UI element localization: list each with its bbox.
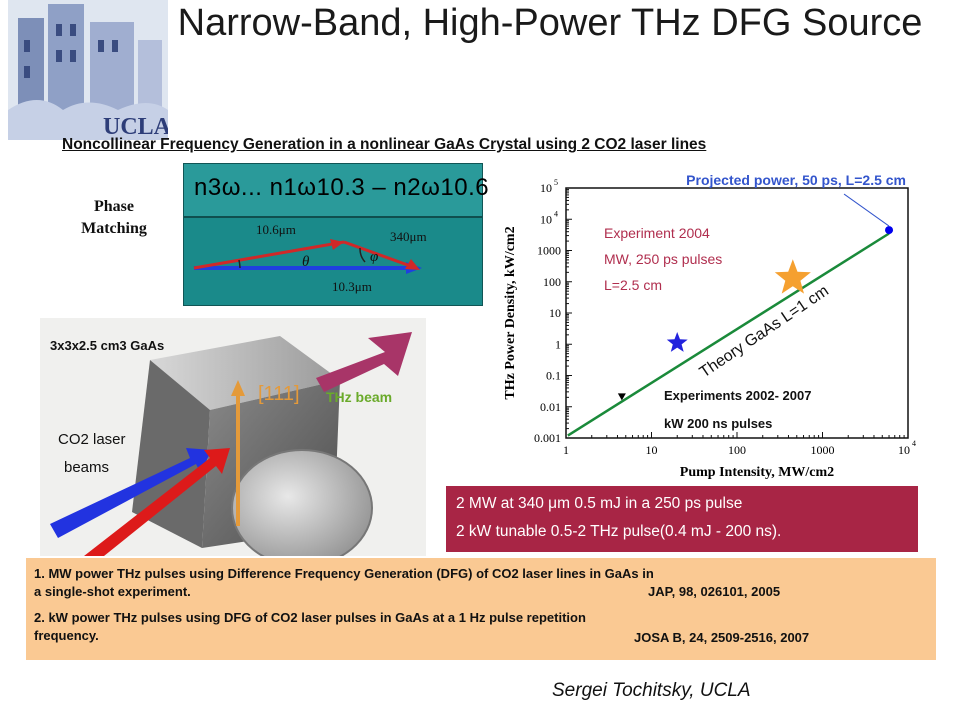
note1-line2: a single-shot experiment. [34,584,191,599]
annotation-exp2004-line2: MW, 250 ps pulses [604,251,722,267]
annotation-exp2004-line1: Experiment 2004 [604,225,710,241]
y-tick-label: 1000 [537,244,561,258]
phi-symbol: φ [370,249,378,265]
theory-line [567,232,890,437]
x-tick-label: 10 [646,443,658,457]
label-10-3: 10.3μm [332,279,372,294]
projected-point [885,226,894,235]
annotation-exp2002-line1: Experiments 2002- 2007 [664,388,811,403]
projected-pointer [843,193,890,227]
y-tick-label: 10 [549,306,561,320]
references-box: 1. MW power THz pulses using Difference … [26,558,936,660]
co2-label-line2: beams [64,459,109,476]
slide-subtitle: Noncollinear Frequency Generation in a n… [62,136,707,153]
crystal-illustration: 3x3x2.5 cm3 GaAs [111] THz beam CO2 lase… [40,318,426,567]
note2-reference: JOSA B, 24, 2509-2516, 2007 [634,630,810,645]
annotation-projected: Projected power, 50 ps, L=2.5 cm [686,172,906,188]
experiment-2004-star [774,259,811,294]
y-tick-label: 10 [540,181,552,195]
ucla-logo: UCLA [8,0,168,140]
coin [231,449,373,567]
y-axis-label: THz Power Density, kW/cm2 [503,226,518,399]
vector-10-6 [193,240,345,270]
label-10-6: 10.6μm [256,222,296,237]
phase-matching-label: Phase Matching [64,196,164,240]
phase-matching-diagram: n3ω... n1ω10.3 – n2ω10.6 10.6μm 340μm 10… [183,163,489,306]
label-340: 340μm [390,229,427,244]
x-tick-exponent: 4 [912,439,916,448]
phase-matching-equation: n3ω... n1ω10.3 – n2ω10.6 [194,174,490,201]
y-tick-label: 0.1 [546,369,561,383]
y-tick-exponent: 5 [554,178,558,187]
annotation-exp2004-line3: L=2.5 cm [604,277,662,293]
annotation-exp2002-line2: kW 200 ns pulses [664,416,772,431]
svg-text:UCLA: UCLA [103,114,168,140]
x-tick-label: 1000 [811,443,835,457]
results-box: 2 MW at 340 μm 0.5 mJ in a 250 ps pulse … [446,486,918,552]
note2-line2: frequency. [34,628,99,643]
x-tick-label: 100 [728,443,746,457]
author-credit: Sergei Tochitsky, UCLA [552,680,751,701]
equation-band: n3ω... n1ω10.3 – n2ω10.6 [184,164,489,218]
note1-reference: JAP, 98, 026101, 2005 [648,584,781,599]
co2-label-line1: CO2 laser [58,431,126,448]
x-axis-label: Pump Intensity, MW/cm2 [680,465,834,480]
results-line1: 2 MW at 340 μm 0.5 mJ in a 250 ps pulse [456,495,743,512]
theta-symbol: θ [302,254,310,270]
y-tick-label: 1 [555,337,561,351]
x-tick-label: 10 [898,443,910,457]
crystal-label: 3x3x2.5 cm3 GaAs [50,338,164,353]
crystal-photo: 3x3x2.5 cm3 GaAs [111] THz beam CO2 lase… [40,318,426,567]
experiments-2002-2007-star [666,332,688,352]
y-tick-label: 100 [543,275,561,289]
x-tick-label: 1 [563,443,569,457]
phase-matching-label-line1: Phase [94,198,134,215]
vector-diagram: 10.6μm 340μm 10.3μm θ φ [193,222,427,294]
vector-340 [343,240,417,270]
thz-beam-label: THz beam [326,389,392,405]
note1-line1: 1. MW power THz pulses using Difference … [34,566,654,581]
y-tick-label: 10 [540,212,552,226]
phase-matching-label-line2: Matching [81,220,147,237]
y-tick-label: 0.001 [534,431,561,445]
data-marker [617,393,626,401]
thz-power-chart: 1 10 100 1000 10 4 0.001 0.01 0.1 1 10 100 1000 10 4 10… [494,168,934,480]
page-title: Narrow-Band, High-Power THz DFG Source [177,2,923,44]
y-tick-label: 0.01 [540,400,561,414]
axis-111-label: [111] [258,383,300,405]
results-line2: 2 kW tunable 0.5-2 THz pulse(0.4 mJ - 20… [456,523,782,540]
y-tick-exponent: 4 [554,209,558,218]
note2-line1: 2. kW power THz pulses using DFG of CO2 … [34,610,586,625]
